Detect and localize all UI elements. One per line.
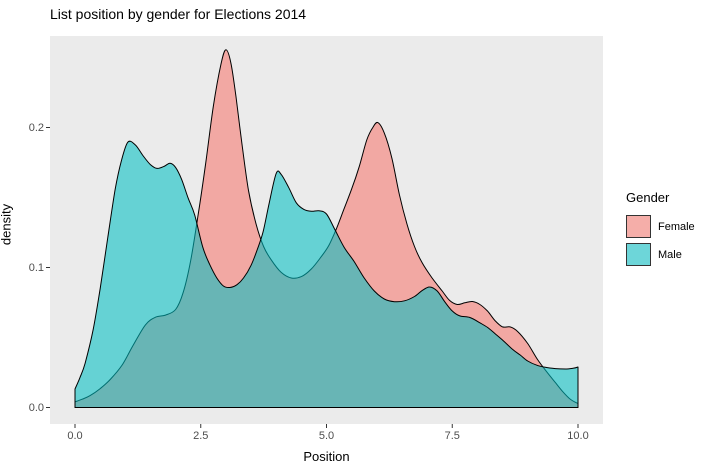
x-tick-label: 0.0 bbox=[67, 430, 83, 442]
legend-title: Gender bbox=[626, 190, 670, 205]
y-tick-label: 0.0 bbox=[28, 401, 44, 414]
x-tick-label: 2.5 bbox=[193, 430, 209, 442]
legend-label-male: Male bbox=[658, 248, 682, 261]
legend: Gender Female Male bbox=[626, 190, 695, 271]
density-curve-male bbox=[74, 140, 579, 408]
female-color-swatch bbox=[626, 215, 651, 238]
legend-entry-male: Male bbox=[626, 243, 695, 266]
x-axis-title: Position bbox=[303, 449, 350, 464]
y-tick-label: 0.2 bbox=[28, 121, 44, 134]
x-tick-label: 7.5 bbox=[444, 430, 460, 442]
legend-label-female: Female bbox=[658, 220, 695, 233]
male-color-swatch bbox=[626, 243, 651, 266]
x-tick-label: 10.0 bbox=[567, 430, 589, 442]
chart-title: List position by gender for Elections 20… bbox=[50, 6, 307, 22]
x-tick-label: 5.0 bbox=[318, 430, 335, 442]
y-tick-label: 0.1 bbox=[28, 261, 44, 274]
y-axis-title: density bbox=[0, 203, 14, 246]
legend-entry-female: Female bbox=[626, 215, 695, 238]
